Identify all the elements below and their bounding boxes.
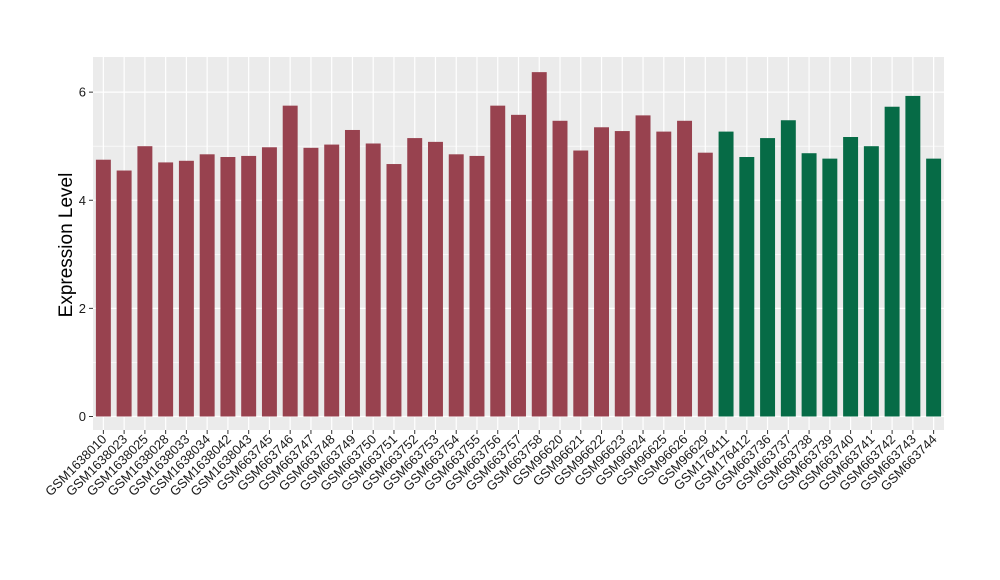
bar	[760, 138, 776, 417]
bar	[926, 158, 942, 417]
bar	[137, 146, 153, 417]
bar	[365, 143, 381, 417]
bar	[635, 115, 651, 417]
bars	[95, 72, 942, 417]
bar	[614, 131, 630, 417]
bar	[116, 170, 132, 417]
bar	[469, 155, 485, 417]
y-axis-title: Expression Level	[56, 173, 77, 318]
bar	[490, 105, 506, 417]
y-tick-label: 4	[79, 193, 86, 208]
x-axis: GSM1638010GSM1638023GSM1638025GSM1638028…	[42, 430, 940, 499]
bar	[386, 164, 402, 417]
bar	[718, 131, 734, 417]
bar	[697, 152, 713, 417]
bar	[552, 120, 568, 417]
bar	[511, 114, 526, 417]
bar	[95, 159, 111, 417]
y-tick-label: 6	[79, 85, 86, 100]
bar	[739, 157, 755, 417]
bar	[594, 127, 609, 417]
bar	[656, 131, 672, 417]
bar	[303, 147, 319, 417]
y-axis: 0 2 4 6	[79, 85, 93, 424]
bar	[780, 120, 796, 417]
y-tick-label: 0	[79, 409, 86, 424]
bar	[573, 150, 589, 417]
bar	[241, 155, 257, 417]
y-tick-label: 2	[79, 301, 86, 316]
bar	[199, 154, 215, 417]
bar	[178, 160, 194, 417]
bar	[220, 157, 236, 417]
bar	[344, 129, 360, 417]
bar	[822, 158, 838, 417]
bar	[407, 138, 423, 417]
bar	[863, 146, 879, 417]
bar	[801, 153, 817, 417]
bar	[324, 144, 340, 417]
bar	[158, 162, 174, 417]
bar	[843, 137, 859, 417]
bar	[884, 106, 900, 417]
bar	[448, 154, 464, 417]
bar	[531, 72, 547, 417]
bar	[677, 120, 693, 417]
bar	[428, 141, 443, 417]
bar	[905, 95, 921, 417]
bar	[282, 105, 298, 417]
bar	[261, 147, 277, 417]
